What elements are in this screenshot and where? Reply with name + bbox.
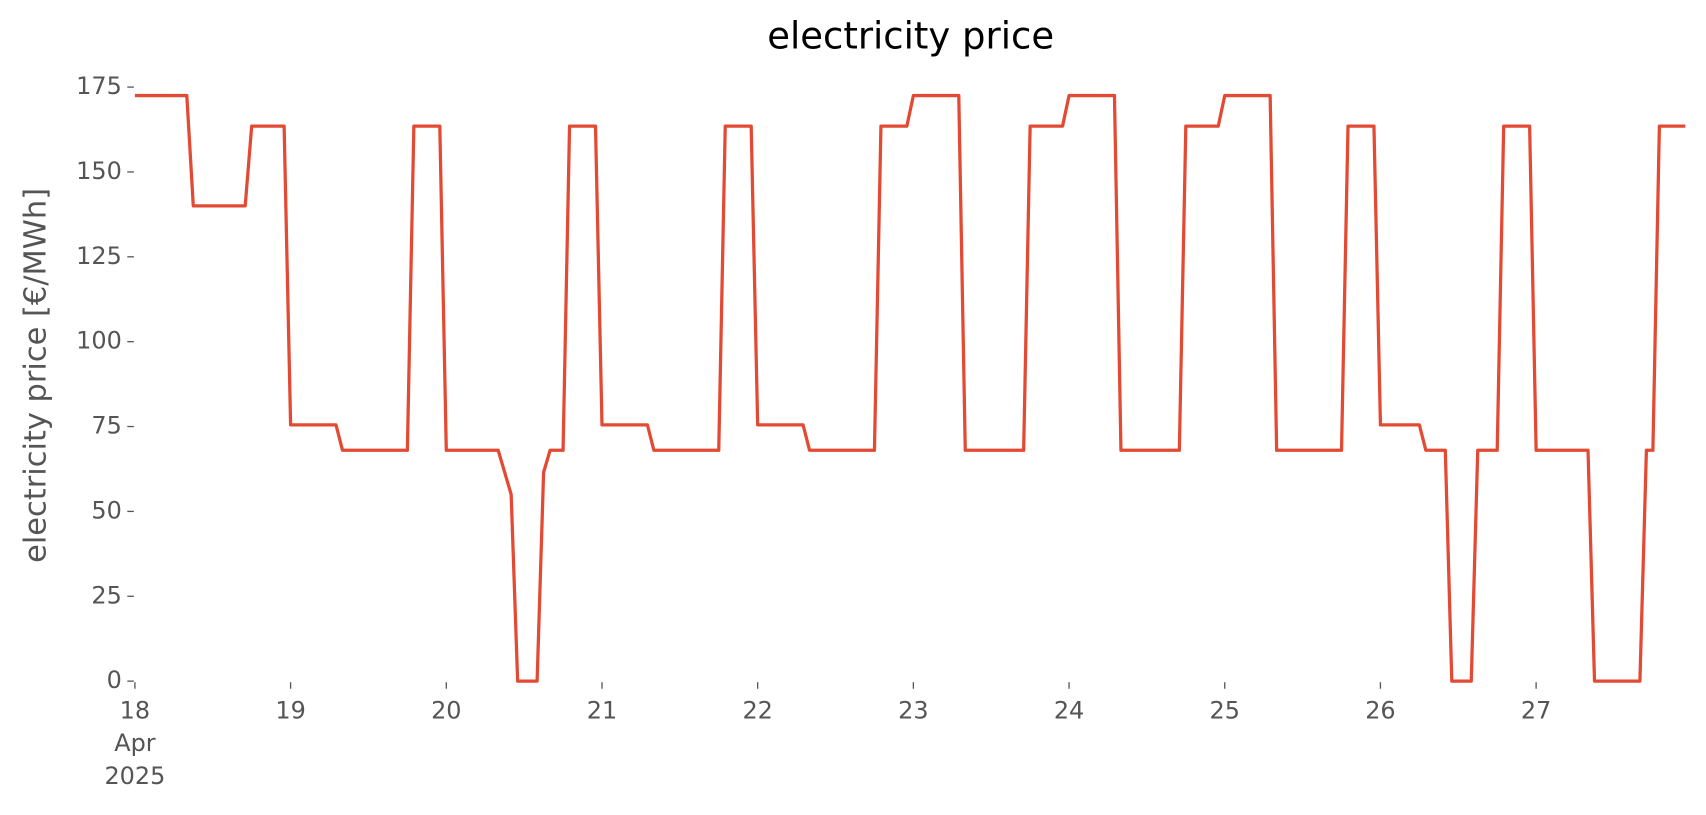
- y-tick-label: 175: [76, 72, 122, 100]
- y-tick-label: 75: [91, 412, 121, 440]
- x-tick-label: 18: [120, 697, 150, 725]
- x-tick-sublabel: Apr: [114, 729, 156, 757]
- y-tick-label: 125: [76, 242, 122, 270]
- x-tick-label: 24: [1054, 697, 1084, 725]
- x-tick-label: 25: [1210, 697, 1240, 725]
- price-line: [134, 93, 1686, 683]
- x-tick-label: 26: [1365, 697, 1395, 725]
- y-tick-label: 50: [91, 496, 121, 524]
- chart-title: electricity price: [767, 15, 1054, 58]
- x-tick-label: 20: [431, 697, 461, 725]
- y-tick-label: 25: [91, 581, 121, 609]
- y-axis-label: electricity price [€/MWh]: [18, 188, 53, 563]
- y-tick-label: 0: [107, 666, 122, 694]
- x-tick-label: 23: [898, 697, 928, 725]
- y-tick-label: 100: [76, 327, 122, 355]
- x-tick-label: 21: [587, 697, 617, 725]
- x-tick-label: 22: [742, 697, 772, 725]
- x-tick-label: 19: [275, 697, 305, 725]
- y-tick-label: 150: [76, 157, 122, 185]
- x-tick-label: 27: [1521, 697, 1551, 725]
- x-tick-sublabel: 2025: [104, 762, 165, 790]
